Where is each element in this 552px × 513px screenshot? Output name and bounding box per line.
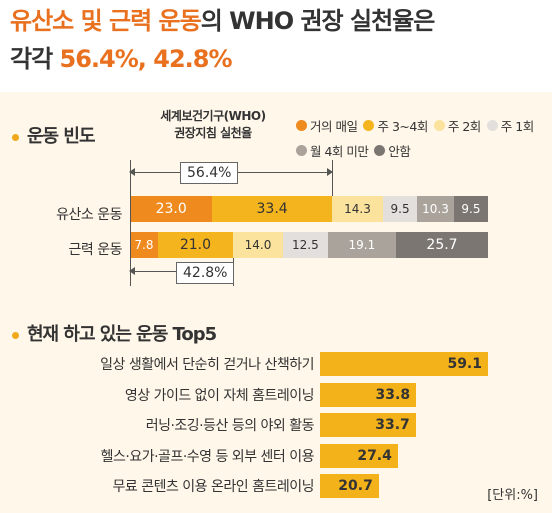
legend-label: 거의 매일 (310, 119, 358, 134)
top5-label: 러닝·조깅·등산 등의 야외 활동 (145, 418, 315, 434)
top5-label: 무료 콘텐츠 이용 온라인 홈트레이닝 (112, 479, 315, 495)
bar-segment: 12.5 (283, 232, 328, 258)
top5-label: 영상 가이드 없이 자체 홈트레이닝 (124, 387, 315, 404)
bar-segment: 14.3 (331, 196, 384, 222)
legend-label: 월 4회 미만 (310, 144, 369, 159)
headline-highlight-1: 유산소 및 근력 운동 (10, 7, 202, 35)
top5-title-text: 현재 하고 있는 운동 Top5 (27, 324, 217, 345)
top5-bar: 20.7 (320, 474, 379, 498)
stacked-bar-aerobic: 23.0 33.4 14.3 9.5 10.3 9.5 (130, 196, 488, 222)
headline-highlight-2: 56.4%, 42.8% (59, 45, 233, 73)
legend-item: 주 2회 (433, 116, 481, 135)
bar-segment: 10.3 (417, 196, 454, 222)
chart-panel (0, 92, 552, 513)
who-rate-aerobic: 56.4% (180, 162, 239, 184)
bar-segment: 21.0 (157, 232, 233, 258)
legend-item: 주 3~4회 (363, 116, 428, 135)
headline-line-1: 유산소 및 근력 운동의 WHO 권장 실천율은 (10, 2, 550, 40)
legend-swatch (433, 120, 445, 131)
legend-swatch (363, 120, 375, 131)
legend-label: 주 3~4회 (377, 119, 428, 134)
legend-label: 주 1회 (500, 119, 534, 134)
frequency-title-text: 운동 빈도 (27, 126, 96, 147)
bar-segment: 25.7 (396, 232, 488, 258)
top5-label: 헬스·요가·골프·수영 등 외부 센터 이용 (100, 448, 315, 465)
bullet-dot-icon (12, 331, 19, 339)
legend-swatch (296, 145, 307, 156)
legend-swatch (374, 145, 386, 156)
top5-bar: 27.4 (320, 443, 398, 468)
bullet-dot-icon (12, 133, 19, 141)
legend-label: 안함 (388, 144, 411, 159)
top5-section-title: 현재 하고 있는 운동 Top5 (12, 320, 217, 346)
top5-label: 일상 생활에서 단순히 걷거나 산책하기 (100, 357, 314, 373)
bar-segment: 9.5 (383, 196, 418, 222)
bar-axis-line (130, 160, 131, 286)
who-bracket-line-aerobic (331, 160, 333, 196)
legend-swatch (486, 120, 498, 131)
row-label-strength: 근력 운동 (68, 242, 123, 258)
who-rate-strength: 42.8% (176, 262, 235, 284)
headline-line-2: 각각 56.4%, 42.8% (10, 40, 550, 78)
headline: 유산소 및 근력 운동의 WHO 권장 실천율은 각각 56.4%, 42.8% (10, 2, 550, 78)
who-guideline-title: 세계보건기구(WHO) 권장지침 실천율 (138, 108, 288, 142)
legend-item: 주 1회 (486, 116, 534, 135)
bar-segment: 33.4 (212, 196, 332, 222)
legend-label: 주 2회 (447, 119, 481, 134)
who-guideline-title-text: 세계보건기구(WHO) 권장지침 실천율 (160, 109, 266, 140)
top5-bar: 59.1 (320, 352, 488, 376)
unit-label: [단위:%] (487, 488, 538, 503)
stacked-bar-strength: 7.8 21.0 14.0 12.5 19.1 25.7 (130, 232, 488, 258)
headline-text-2: 각각 (10, 45, 60, 73)
bar-segment: 19.1 (327, 232, 397, 258)
legend-swatch (296, 120, 307, 131)
bar-segment: 7.8 (130, 232, 158, 258)
legend-item: 거의 매일 (296, 116, 358, 135)
top5-bar: 33.7 (320, 413, 416, 437)
row-label-aerobic: 유산소 운동 (56, 207, 122, 223)
bar-segment: 9.5 (453, 196, 488, 222)
bar-segment: 14.0 (232, 232, 284, 258)
headline-text-1: 의 WHO 권장 실천율은 (200, 7, 436, 35)
legend-item: 월 4회 미만 (296, 141, 369, 160)
top5-bar: 33.8 (320, 382, 417, 407)
bar-segment: 23.0 (130, 196, 213, 222)
legend-item: 안함 (374, 141, 411, 160)
frequency-section-title: 운동 빈도 (12, 122, 96, 148)
